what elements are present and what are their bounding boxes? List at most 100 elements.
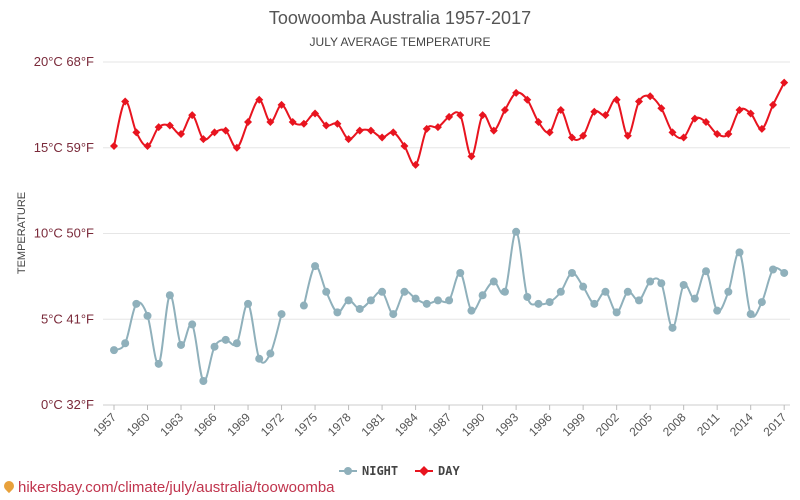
data-point-night[interactable]: [724, 287, 733, 296]
data-point-day[interactable]: [478, 111, 487, 120]
data-point-night[interactable]: [545, 298, 554, 307]
data-point-night[interactable]: [255, 354, 264, 363]
data-point-day[interactable]: [366, 126, 375, 135]
data-point-day[interactable]: [110, 142, 118, 151]
data-point-night[interactable]: [333, 308, 342, 317]
data-point-day[interactable]: [512, 88, 521, 97]
data-point-day[interactable]: [769, 100, 778, 109]
data-point-night[interactable]: [232, 339, 241, 348]
data-point-day[interactable]: [467, 152, 476, 161]
data-point-day[interactable]: [713, 130, 722, 139]
data-point-night[interactable]: [523, 292, 532, 301]
data-point-night[interactable]: [154, 359, 163, 368]
data-point-day[interactable]: [445, 112, 454, 121]
data-point-day[interactable]: [277, 100, 286, 109]
data-point-day[interactable]: [757, 124, 766, 133]
data-point-night[interactable]: [769, 265, 778, 274]
data-point-night[interactable]: [668, 323, 677, 332]
data-point-day[interactable]: [288, 118, 297, 127]
data-point-night[interactable]: [221, 335, 230, 344]
data-point-day[interactable]: [668, 128, 677, 137]
data-point-day[interactable]: [556, 106, 565, 115]
data-point-day[interactable]: [322, 121, 331, 130]
data-point-night[interactable]: [322, 287, 331, 296]
data-point-night[interactable]: [411, 294, 420, 303]
data-point-night[interactable]: [634, 296, 643, 305]
data-point-night[interactable]: [702, 267, 711, 276]
data-point-night[interactable]: [344, 296, 353, 305]
data-point-night[interactable]: [132, 299, 141, 308]
data-point-night[interactable]: [512, 227, 521, 236]
data-point-night[interactable]: [433, 296, 442, 305]
data-point-day[interactable]: [534, 118, 543, 127]
data-point-night[interactable]: [199, 376, 208, 385]
data-point-day[interactable]: [545, 128, 554, 137]
data-point-day[interactable]: [456, 111, 465, 120]
data-point-day[interactable]: [311, 109, 320, 118]
data-point-night[interactable]: [567, 268, 576, 277]
data-point-night[interactable]: [757, 298, 766, 307]
data-point-day[interactable]: [523, 95, 532, 104]
data-point-day[interactable]: [188, 111, 197, 120]
data-point-day[interactable]: [255, 95, 264, 104]
data-point-day[interactable]: [210, 128, 219, 137]
data-point-night[interactable]: [780, 268, 789, 277]
data-point-day[interactable]: [724, 130, 733, 139]
data-point-night[interactable]: [556, 287, 565, 296]
data-point-day[interactable]: [567, 133, 576, 142]
data-point-day[interactable]: [221, 126, 230, 135]
legend-item-night[interactable]: NIGHT: [339, 464, 398, 478]
data-point-day[interactable]: [177, 130, 186, 139]
data-point-day[interactable]: [132, 128, 141, 137]
data-point-day[interactable]: [646, 92, 655, 101]
data-point-day[interactable]: [433, 123, 442, 132]
data-point-day[interactable]: [679, 133, 688, 142]
data-point-night[interactable]: [478, 291, 487, 300]
data-point-day[interactable]: [500, 106, 509, 115]
data-point-day[interactable]: [299, 119, 308, 128]
data-point-night[interactable]: [355, 304, 364, 313]
data-point-day[interactable]: [612, 95, 621, 104]
data-point-night[interactable]: [121, 339, 130, 348]
data-point-night[interactable]: [489, 277, 498, 286]
data-point-night[interactable]: [679, 280, 688, 289]
data-point-day[interactable]: [378, 133, 387, 142]
data-point-night[interactable]: [746, 310, 755, 319]
data-point-night[interactable]: [422, 299, 431, 308]
data-point-day[interactable]: [154, 123, 163, 132]
data-point-night[interactable]: [400, 287, 409, 296]
data-point-night[interactable]: [210, 342, 219, 351]
data-point-night[interactable]: [500, 287, 509, 296]
data-point-day[interactable]: [232, 143, 241, 152]
data-point-night[interactable]: [299, 301, 308, 310]
data-point-day[interactable]: [735, 106, 744, 115]
watermark[interactable]: hikersbay.com/climate/july/australia/too…: [1, 478, 335, 496]
data-point-day[interactable]: [623, 131, 632, 140]
data-point-day[interactable]: [165, 121, 174, 130]
data-point-day[interactable]: [344, 135, 353, 144]
data-point-night[interactable]: [646, 277, 655, 286]
data-point-night[interactable]: [456, 268, 465, 277]
data-point-night[interactable]: [601, 287, 610, 296]
data-point-day[interactable]: [121, 97, 130, 106]
data-point-day[interactable]: [355, 126, 364, 135]
data-point-night[interactable]: [467, 306, 476, 315]
data-point-night[interactable]: [690, 294, 699, 303]
data-point-day[interactable]: [389, 128, 398, 137]
data-point-day[interactable]: [199, 135, 208, 144]
data-point-night[interactable]: [266, 349, 275, 358]
data-point-night[interactable]: [735, 248, 744, 257]
data-point-night[interactable]: [277, 310, 286, 319]
legend-item-day[interactable]: DAY: [415, 464, 460, 478]
data-point-day[interactable]: [411, 160, 420, 169]
data-point-night[interactable]: [623, 287, 632, 296]
data-point-day[interactable]: [634, 97, 643, 106]
data-point-night[interactable]: [311, 262, 320, 271]
data-point-night[interactable]: [188, 320, 197, 329]
data-point-night[interactable]: [445, 296, 454, 305]
data-point-night[interactable]: [713, 306, 722, 315]
data-point-day[interactable]: [702, 118, 711, 127]
data-point-night[interactable]: [244, 299, 253, 308]
data-point-day[interactable]: [333, 119, 342, 128]
data-point-day[interactable]: [266, 118, 275, 127]
